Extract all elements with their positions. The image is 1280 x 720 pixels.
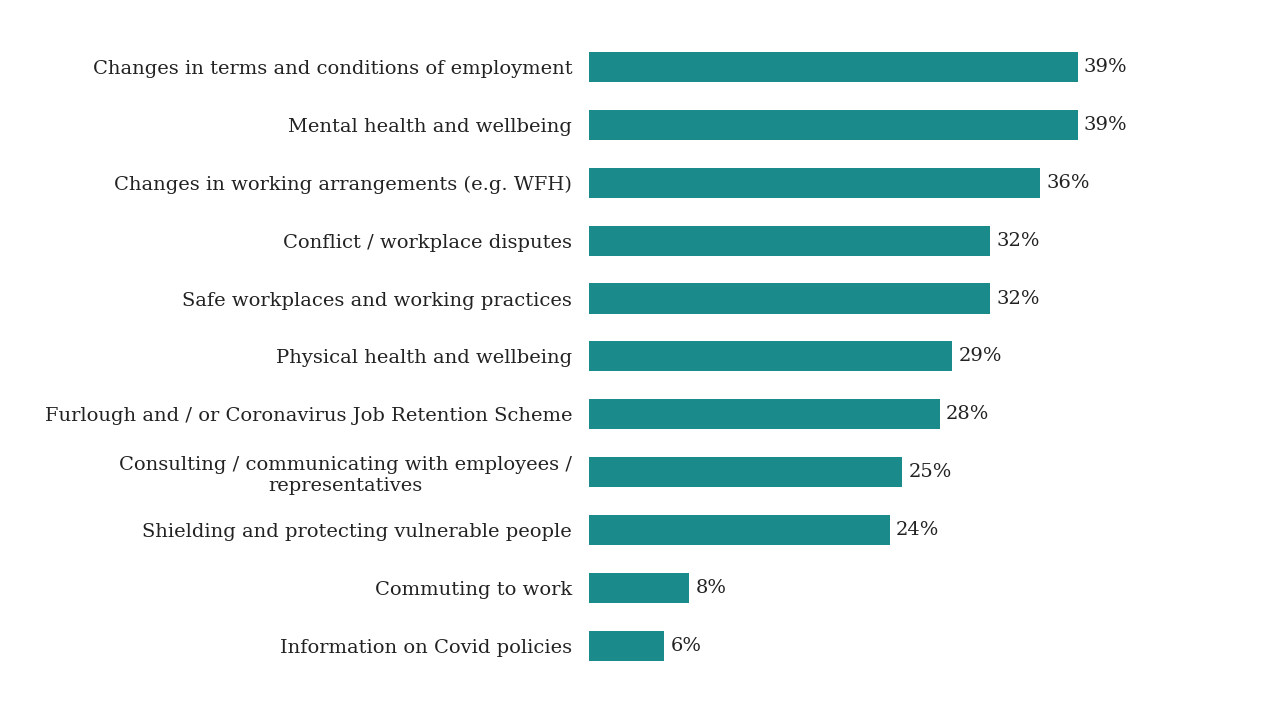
Text: 28%: 28% xyxy=(946,405,989,423)
Bar xyxy=(589,457,902,487)
Text: 8%: 8% xyxy=(695,579,726,597)
Text: 32%: 32% xyxy=(996,289,1039,307)
Text: 36%: 36% xyxy=(1046,174,1089,192)
Text: 6%: 6% xyxy=(671,636,701,654)
Bar xyxy=(589,110,1078,140)
Text: 24%: 24% xyxy=(896,521,940,539)
Bar xyxy=(589,399,940,429)
Bar xyxy=(589,284,989,314)
Text: 39%: 39% xyxy=(1084,116,1128,134)
Bar xyxy=(589,341,952,372)
Bar xyxy=(589,573,689,603)
Bar xyxy=(589,225,989,256)
Bar xyxy=(589,52,1078,82)
Text: 39%: 39% xyxy=(1084,58,1128,76)
Bar xyxy=(589,168,1039,198)
Text: 32%: 32% xyxy=(996,232,1039,250)
Bar xyxy=(589,631,664,661)
Bar xyxy=(589,515,890,545)
Text: 25%: 25% xyxy=(909,463,952,481)
Text: 29%: 29% xyxy=(959,347,1002,365)
